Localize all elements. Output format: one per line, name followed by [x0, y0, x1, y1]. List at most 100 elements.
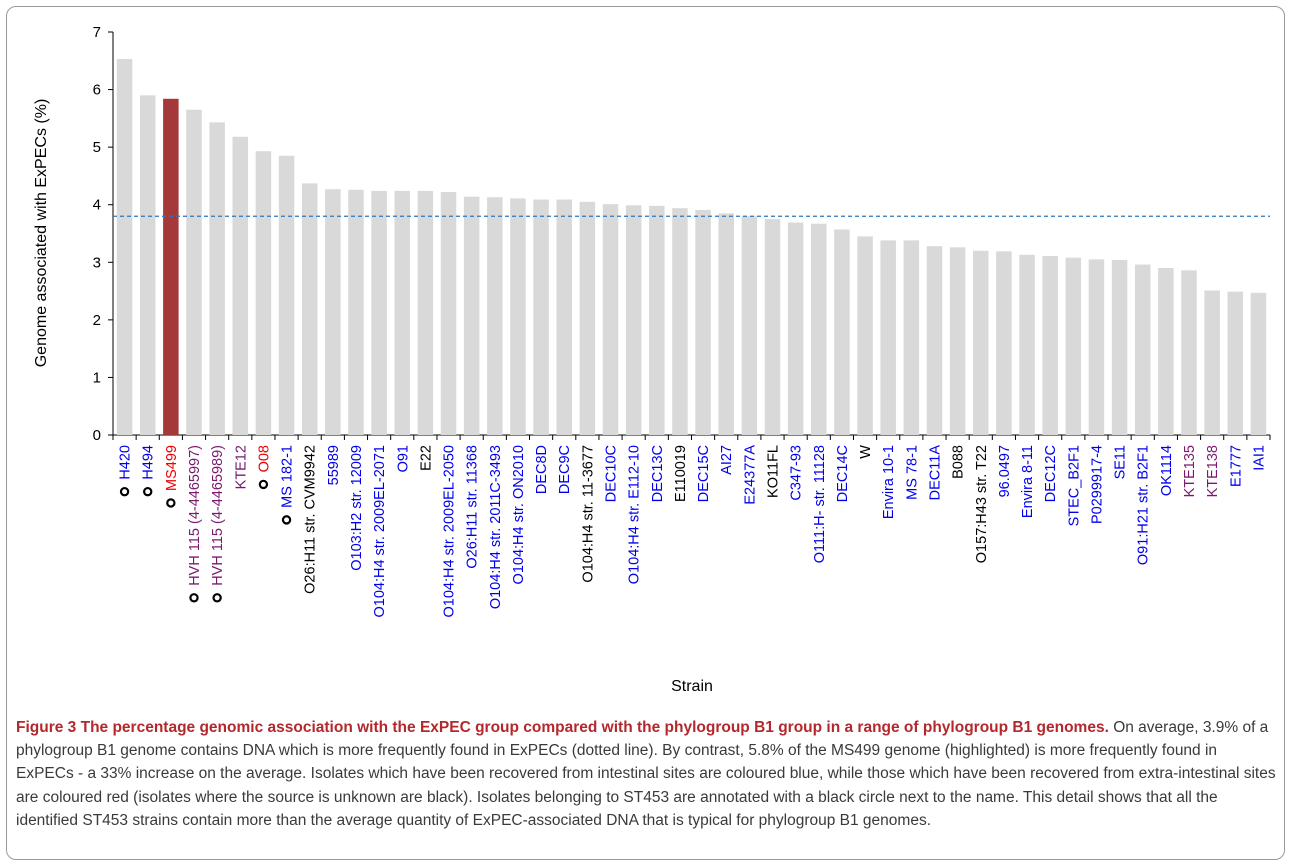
x-tick-label: E22 — [418, 445, 434, 471]
bar-o103-h2-str-12009 — [348, 189, 364, 435]
bar-p0299917-4 — [1088, 259, 1105, 435]
x-tick-label-group: 96.0497 — [997, 445, 1013, 497]
y-axis-label: Genome associated with ExPECs (%) — [33, 99, 50, 368]
bar-e1777 — [1227, 291, 1244, 435]
bar-dec12c — [1042, 255, 1058, 435]
x-tick-label: O103:H2 str. 12009 — [349, 445, 365, 571]
x-tick-label-group: B088 — [951, 445, 967, 479]
x-tick-label-group: MS 78-1 — [904, 445, 920, 500]
x-tick-label-group: MS499 — [164, 445, 180, 508]
x-tick-label: HVH 115 (4-4465997) — [187, 445, 203, 586]
x-tick-label: HVH 115 (4-4465989) — [210, 445, 226, 586]
x-tick-label: H420 — [118, 445, 134, 480]
x-tick-label: O26:H11 str. 11368 — [465, 445, 481, 569]
bar-dec15c — [695, 209, 711, 435]
x-tick-label: Envira 8-11 — [1020, 445, 1036, 518]
x-tick-label-group: IAI1 — [1251, 445, 1267, 471]
x-tick-label: Envira 10-1 — [881, 445, 897, 519]
x-tick-label: O111:H- str. 11128 — [812, 445, 828, 563]
bar-kte12 — [232, 136, 249, 435]
y-tick-label: 4 — [93, 197, 101, 214]
st453-marker-icon — [119, 486, 130, 497]
bar-b088 — [949, 247, 966, 435]
x-tick-label-group: AI27 — [719, 445, 735, 475]
x-tick-label: O104:H4 str. 2009EL-2050 — [442, 445, 458, 618]
x-tick-label-group: H420 — [118, 445, 134, 497]
x-tick-label-group: O91 — [395, 445, 411, 472]
x-tick-label-group: P0299917-4 — [1089, 445, 1105, 524]
bar-ms499 — [163, 98, 179, 435]
x-tick-label-group: E1777 — [1228, 445, 1244, 487]
figure-frame — [6, 6, 1285, 860]
x-tick-label-group: O104:H4 str. ON2010 — [511, 445, 527, 584]
bar-ok1114 — [1158, 268, 1174, 435]
x-tick-label-group: HVH 115 (4-4465997) — [187, 445, 203, 603]
x-tick-label: DEC11A — [927, 445, 943, 501]
y-tick-label: 0 — [93, 427, 101, 444]
x-tick-label: 96.0497 — [997, 445, 1013, 497]
x-tick-label: KTE138 — [1205, 445, 1221, 497]
x-tick-label-group: E24377A — [742, 445, 758, 505]
x-tick-label: DEC12C — [1043, 445, 1059, 502]
st453-marker-icon — [258, 479, 269, 490]
x-tick-label-group: O111:H- str. 11128 — [812, 445, 828, 563]
x-tick-label-group: W — [858, 445, 874, 459]
x-tick-label: C347-93 — [789, 445, 805, 501]
x-tick-label-group: Envira 8-11 — [1020, 445, 1036, 518]
x-tick-label: STEC_B2F1 — [1066, 445, 1082, 526]
bar-kte135 — [1181, 270, 1197, 435]
bar-e22 — [417, 190, 434, 435]
x-tick-label-group: C347-93 — [789, 445, 805, 501]
x-tick-label-group: Envira 10-1 — [881, 445, 897, 519]
y-tick-label: 1 — [93, 369, 101, 386]
bar-o157-h43-str-t22 — [972, 250, 989, 435]
x-tick-label: MS 78-1 — [904, 445, 920, 500]
x-tick-label-group: O104:H4 str. 2011C-3493 — [488, 445, 504, 609]
bar-o111-h-str-11128 — [811, 223, 827, 435]
bar-e24377a — [741, 216, 758, 435]
bar-o91-h21-str-b2f1 — [1134, 264, 1151, 435]
x-tick-label-group: H494 — [141, 445, 157, 497]
bar-o104-h4-str-2009el-2071 — [371, 190, 387, 435]
y-tick-label: 7 — [93, 24, 101, 41]
x-tick-label: DEC9C — [557, 445, 573, 494]
bar-h494 — [139, 95, 156, 435]
bar-envira-8-11 — [1019, 254, 1035, 435]
bar-dec13c — [649, 205, 665, 435]
bar-ko11fl — [764, 219, 781, 435]
x-tick-label: 55989 — [326, 445, 342, 485]
x-axis-label: Strain — [671, 678, 713, 695]
x-tick-label: SE11 — [1113, 445, 1129, 479]
st453-marker-icon — [212, 593, 222, 603]
x-tick-label: O91:H21 str. B2F1 — [1136, 445, 1152, 565]
bar-w — [857, 236, 873, 435]
x-tick-label: P0299917-4 — [1089, 445, 1105, 524]
bar-e110019 — [672, 208, 688, 435]
bar-dec8d — [533, 199, 549, 435]
x-tick-label-group: O157:H43 str. T22 — [974, 445, 990, 563]
bar-ai27 — [718, 213, 734, 435]
x-tick-label-group: E22 — [418, 445, 434, 471]
bar-o104-h4-str-e112-10 — [625, 205, 642, 435]
bar-se11 — [1111, 259, 1128, 435]
x-tick-label-group: KTE12 — [233, 445, 249, 489]
x-tick-label-group: DEC11A — [927, 445, 943, 501]
x-tick-label: O26:H11 str. CVM9942 — [303, 445, 319, 594]
x-tick-label: DEC8D — [534, 445, 550, 494]
st453-marker-icon — [166, 498, 176, 508]
x-tick-label: O104:H4 str. ON2010 — [511, 445, 527, 584]
bar-kte138 — [1204, 290, 1220, 435]
x-tick-label: KTE135 — [1182, 445, 1198, 497]
x-tick-label: E110019 — [673, 445, 689, 502]
x-tick-label-group: OK1114 — [1159, 445, 1175, 496]
bar-iai1 — [1250, 292, 1267, 435]
bar-ms-182-1 — [278, 155, 295, 435]
bar-o104-h4-str-2011c-3493 — [487, 197, 503, 435]
x-tick-label-group: DEC15C — [696, 445, 712, 502]
bar-dec11a — [926, 246, 943, 435]
x-tick-label: IAI1 — [1251, 445, 1267, 471]
x-tick-label-group: STEC_B2F1 — [1066, 445, 1082, 526]
x-tick-label: KTE12 — [233, 445, 249, 489]
bar-o26-h11-str-11368 — [463, 196, 480, 435]
bar-o104-h4-str-on2010 — [510, 198, 526, 435]
